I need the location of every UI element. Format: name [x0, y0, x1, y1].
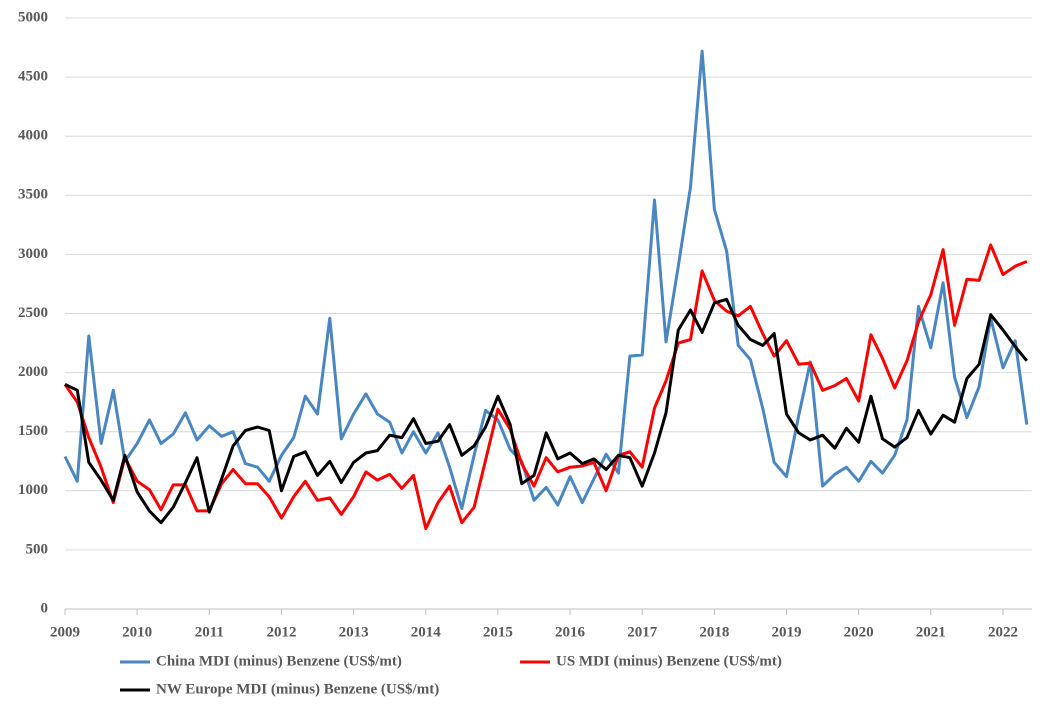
- x-tick-label: 2013: [339, 624, 369, 640]
- y-tick-label: 1500: [18, 423, 48, 439]
- x-tick-label: 2014: [411, 624, 442, 640]
- x-tick-label: 2015: [483, 624, 513, 640]
- y-tick-label: 4500: [18, 69, 48, 85]
- y-tick-label: 2500: [18, 305, 48, 321]
- legend-label: US MDI (minus) Benzene (US$/mt): [556, 653, 782, 669]
- y-tick-label: 5000: [18, 9, 48, 25]
- x-tick-label: 2016: [555, 624, 586, 640]
- x-tick-label: 2019: [772, 624, 802, 640]
- series-line: [64, 297, 1028, 525]
- y-tick-label: 3000: [18, 246, 48, 262]
- x-tick-label: 2022: [988, 624, 1018, 640]
- series-line: [63, 49, 1029, 510]
- y-tick-label: 500: [26, 541, 49, 557]
- x-tick-label: 2010: [122, 624, 152, 640]
- x-tick-label: 2009: [50, 624, 80, 640]
- y-tick-label: 0: [41, 600, 49, 616]
- x-tick-label: 2018: [699, 624, 729, 640]
- x-tick-label: 2011: [195, 624, 224, 640]
- y-tick-label: 3500: [18, 187, 48, 203]
- y-tick-label: 2000: [18, 364, 48, 380]
- legend-label: China MDI (minus) Benzene (US$/mt): [156, 653, 402, 669]
- y-tick-label: 1000: [18, 482, 48, 498]
- x-tick-label: 2012: [266, 624, 296, 640]
- y-tick-label: 4000: [18, 128, 48, 144]
- legend-label: NW Europe MDI (minus) Benzene (US$/mt): [156, 681, 439, 697]
- x-tick-label: 2017: [627, 624, 658, 640]
- x-tick-label: 2020: [844, 624, 874, 640]
- series-line: [63, 243, 1028, 531]
- x-tick-label: 2021: [916, 624, 946, 640]
